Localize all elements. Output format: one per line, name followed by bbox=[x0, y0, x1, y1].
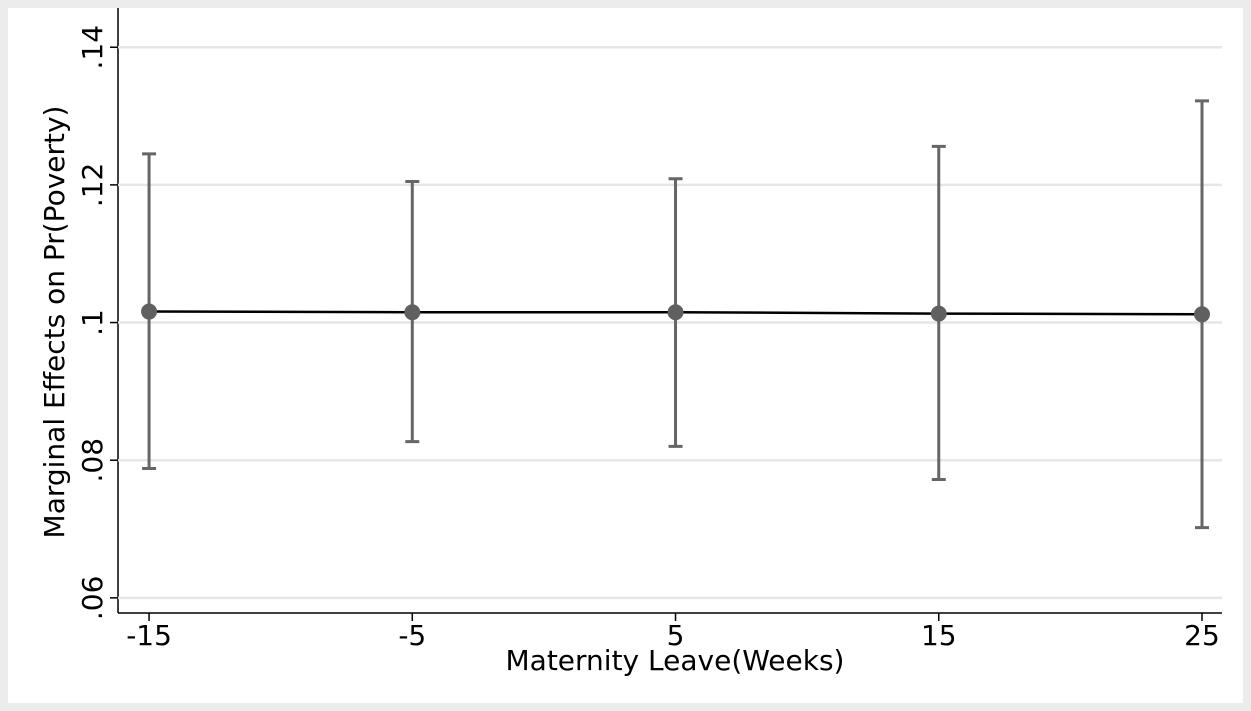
y-axis-label: Marginal Effects on Pr(Poverty) bbox=[38, 106, 71, 539]
y-tick-label: .1 bbox=[76, 309, 109, 336]
x-tick-label: 15 bbox=[921, 619, 957, 652]
x-tick-label: -5 bbox=[398, 619, 426, 652]
x-tick-label: -15 bbox=[126, 619, 172, 652]
x-axis-label: Maternity Leave(Weeks) bbox=[506, 644, 845, 677]
point bbox=[1193, 306, 1210, 323]
y-tick-label: .08 bbox=[76, 438, 109, 483]
point bbox=[930, 305, 947, 322]
y-tick-label: .06 bbox=[76, 576, 109, 621]
point bbox=[667, 304, 684, 321]
x-tick-label: 25 bbox=[1184, 619, 1220, 652]
point bbox=[141, 303, 158, 320]
x-tick-label: 5 bbox=[667, 619, 685, 652]
point bbox=[404, 304, 421, 321]
y-tick-label: .14 bbox=[76, 25, 109, 70]
graph-area bbox=[8, 8, 1243, 703]
y-tick-label: .12 bbox=[76, 163, 109, 208]
